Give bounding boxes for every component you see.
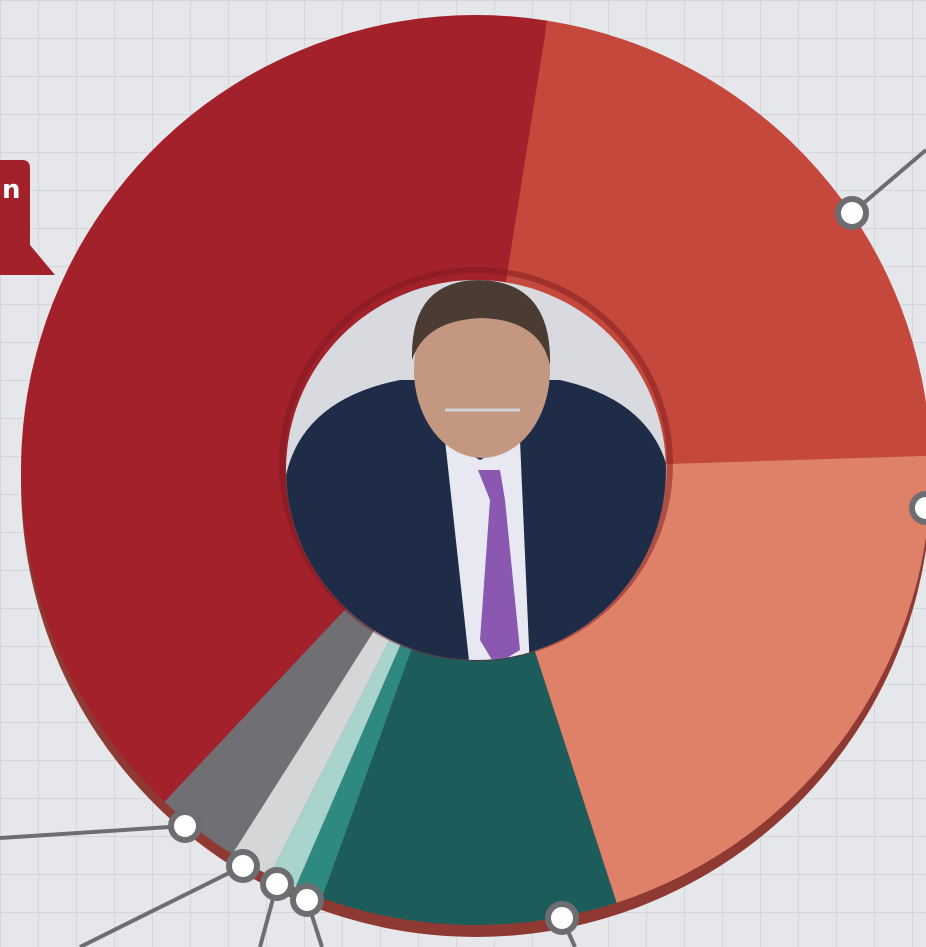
infographic: n	[0, 0, 926, 947]
annotation-text: n	[2, 175, 21, 205]
